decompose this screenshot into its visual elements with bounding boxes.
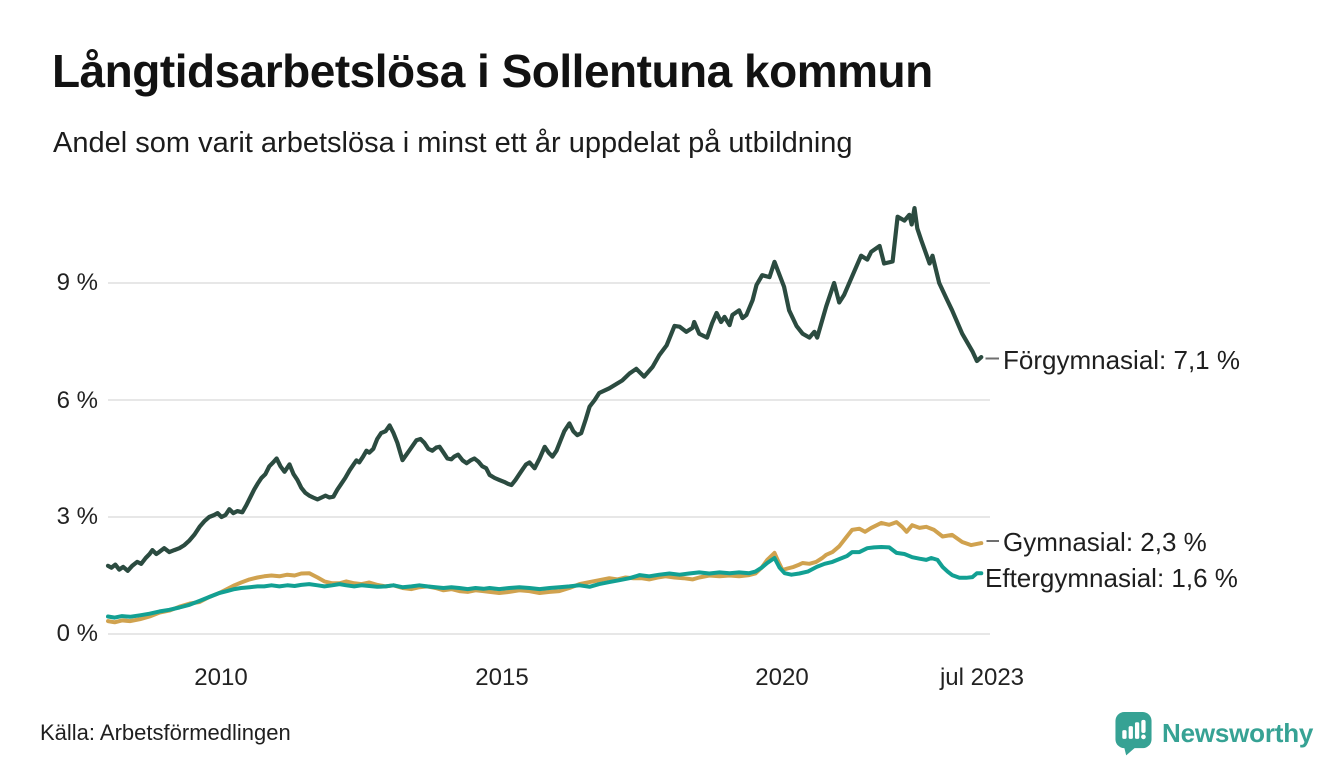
page-subtitle: Andel som varit arbetslösa i minst ett å… — [53, 127, 853, 159]
series-label-forgymnasial: Förgymnasial: 7,1 % — [1003, 345, 1240, 375]
y-tick-6: 6 % — [56, 387, 98, 414]
x-tick-2020: 2020 — [755, 664, 809, 691]
x-tick-2015: 2015 — [475, 664, 529, 691]
y-tick-3: 3 % — [56, 503, 98, 530]
series-label-gymnasial: Gymnasial: 2,3 % — [1003, 527, 1207, 557]
y-tick-9: 9 % — [56, 269, 98, 296]
x-tick-2010: 2010 — [194, 664, 248, 691]
newsworthy-wordmark: Newsworthy — [1162, 717, 1314, 748]
series-label-eftergymnasial: Eftergymnasial: 1,6 % — [985, 563, 1238, 593]
y-tick-0: 0 % — [56, 620, 98, 647]
newsworthy-bubble-chart-icon — [1114, 710, 1153, 756]
newsworthy-logo: Newsworthy — [1114, 710, 1313, 756]
source-attribution: Källa: Arbetsförmedlingen — [40, 720, 291, 745]
x-tick-jul-2023: jul 2023 — [939, 664, 1025, 691]
page-title: Långtidsarbetslösa i Sollentuna kommun — [52, 45, 933, 97]
